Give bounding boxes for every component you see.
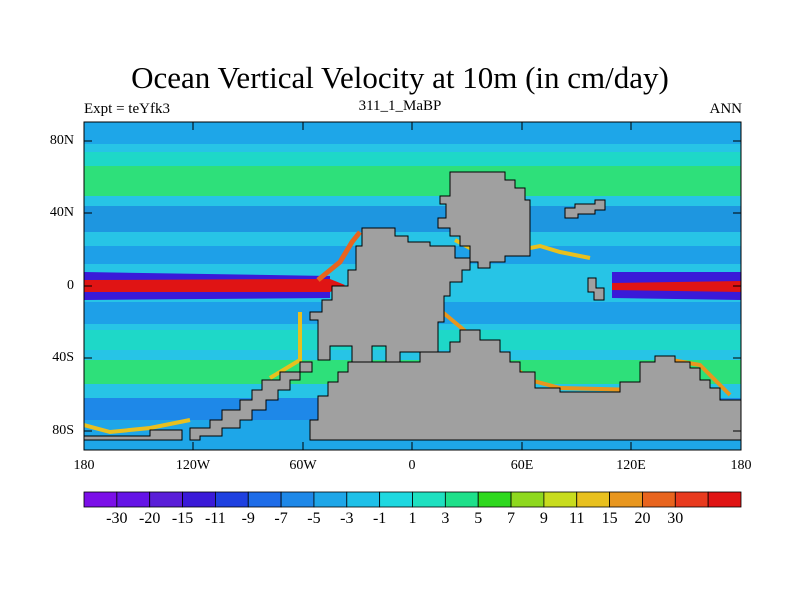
colorbar-swatch xyxy=(609,491,643,508)
colorbar-swatch xyxy=(642,491,676,508)
colorbar-label: -5 xyxy=(307,510,321,527)
x-tick-label: 0 xyxy=(408,458,416,473)
colorbar-label: -20 xyxy=(139,510,161,527)
colorbar-swatch xyxy=(707,491,742,508)
colorbar-swatch xyxy=(83,491,118,508)
y-tick-label: 80N xyxy=(49,133,74,148)
colorbar-label: -15 xyxy=(171,510,194,527)
x-tick-label: 180 xyxy=(73,458,95,473)
colorbar-label: -7 xyxy=(274,510,288,527)
x-tick-label: 120E xyxy=(616,458,646,473)
colorbar xyxy=(83,491,742,508)
arctic-band xyxy=(84,122,741,144)
colorbar-swatch xyxy=(674,491,709,508)
colorbar-swatch xyxy=(116,491,151,508)
y-tick-label: 40N xyxy=(49,205,74,220)
subtropical-band-north xyxy=(84,166,741,196)
colorbar-swatch xyxy=(280,491,315,508)
colorbar-label: 15 xyxy=(601,510,618,527)
colorbar-swatch xyxy=(510,491,545,508)
colorbar-swatch xyxy=(412,491,446,508)
colorbar-label: 30 xyxy=(667,510,684,527)
experiment-label: Expt = teYfk3 xyxy=(84,101,170,117)
subpolar-band-north xyxy=(84,152,741,166)
colorbar-swatch xyxy=(543,491,578,508)
y-tick-label: 40S xyxy=(52,350,74,365)
colorbar-label: 9 xyxy=(539,510,548,527)
equatorial-upwelling-west xyxy=(84,279,345,292)
season-label: ANN xyxy=(709,101,743,117)
colorbar-label: -1 xyxy=(372,510,387,527)
coastal-upwelling-west-coast xyxy=(316,230,362,282)
colorbar-swatch xyxy=(346,491,381,508)
trade-band-north xyxy=(84,206,741,232)
colorbar-label: -11 xyxy=(205,510,226,527)
colorbar-swatch xyxy=(576,491,610,508)
x-tick-label: 60W xyxy=(289,458,317,473)
y-tick-label: 80S xyxy=(52,423,74,438)
map-area xyxy=(84,122,741,450)
y-tick-label: 0 xyxy=(67,278,74,293)
colorbar-label: 1 xyxy=(408,510,417,527)
equatorial-upwelling-east xyxy=(612,281,741,292)
colorbar-swatch xyxy=(214,491,249,508)
landmass-southwest-arm xyxy=(189,361,313,441)
polar-front-south xyxy=(84,418,191,435)
x-tick-label: 60E xyxy=(510,458,534,473)
colorbar-swatch xyxy=(477,491,512,508)
colorbar-swatch xyxy=(149,491,183,508)
landmass-southwest-tip xyxy=(84,429,183,441)
colorbar-swatch xyxy=(182,491,216,508)
axis-ticks xyxy=(84,122,741,450)
colorbar-label: 11 xyxy=(569,510,585,527)
colorbar-label: -3 xyxy=(340,510,354,527)
colorbar-label: 5 xyxy=(474,510,483,527)
colorbar-label: 7 xyxy=(507,510,516,527)
landmasses xyxy=(84,171,741,441)
colorbar-swatch xyxy=(379,491,413,508)
x-tick-label: 180 xyxy=(730,458,752,473)
colorbar-label: 3 xyxy=(441,510,450,527)
landmass-south xyxy=(309,329,741,441)
colorbar-swatch xyxy=(247,491,282,508)
landmass-north xyxy=(437,171,531,269)
colorbar-swatch xyxy=(444,491,479,508)
island-northeast xyxy=(564,199,606,219)
period-label: 311_1_MaBP xyxy=(358,98,442,114)
chart-title: Ocean Vertical Velocity at 10m (in cm/da… xyxy=(131,60,669,95)
colorbar-swatch xyxy=(313,491,348,508)
colorbar-label: -30 xyxy=(106,510,128,527)
colorbar-label: 20 xyxy=(634,510,651,527)
island-east xyxy=(587,277,605,301)
colorbar-label: -9 xyxy=(241,510,255,527)
x-tick-label: 120W xyxy=(175,458,211,473)
